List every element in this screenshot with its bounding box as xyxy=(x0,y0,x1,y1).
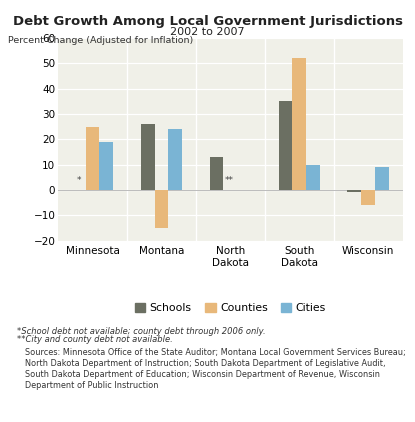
Bar xyxy=(278,101,292,190)
Text: Debt Growth Among Local Government Jurisdictions: Debt Growth Among Local Government Juris… xyxy=(12,15,403,28)
Bar xyxy=(100,142,113,190)
Bar xyxy=(168,129,182,190)
Bar xyxy=(347,190,361,192)
Bar xyxy=(375,167,389,190)
Bar xyxy=(141,124,154,190)
Text: Percent Change (Adjusted for Inflation): Percent Change (Adjusted for Inflation) xyxy=(8,36,193,45)
Bar xyxy=(210,157,223,190)
Text: **City and county debt not available.: **City and county debt not available. xyxy=(17,335,172,344)
Text: *School debt not available; county debt through 2006 only.: *School debt not available; county debt … xyxy=(17,327,265,336)
Text: *: * xyxy=(76,176,81,185)
Text: **: ** xyxy=(225,176,234,185)
Bar xyxy=(361,190,375,205)
Bar xyxy=(154,190,168,228)
Bar xyxy=(306,165,320,190)
Legend: Schools, Counties, Cities: Schools, Counties, Cities xyxy=(134,303,326,313)
Bar xyxy=(292,58,306,190)
Text: Sources: Minnesota Office of the State Auditor; Montana Local Government Service: Sources: Minnesota Office of the State A… xyxy=(25,348,405,357)
Text: North Dakota Department of Instruction; South Dakota Department of Legislative A: North Dakota Department of Instruction; … xyxy=(25,359,386,368)
Text: 2002 to 2007: 2002 to 2007 xyxy=(170,27,245,38)
Text: Department of Public Instruction: Department of Public Instruction xyxy=(25,381,159,390)
Bar xyxy=(85,127,100,190)
Text: South Dakota Department of Education; Wisconsin Department of Revenue, Wisconsin: South Dakota Department of Education; Wi… xyxy=(25,370,380,379)
